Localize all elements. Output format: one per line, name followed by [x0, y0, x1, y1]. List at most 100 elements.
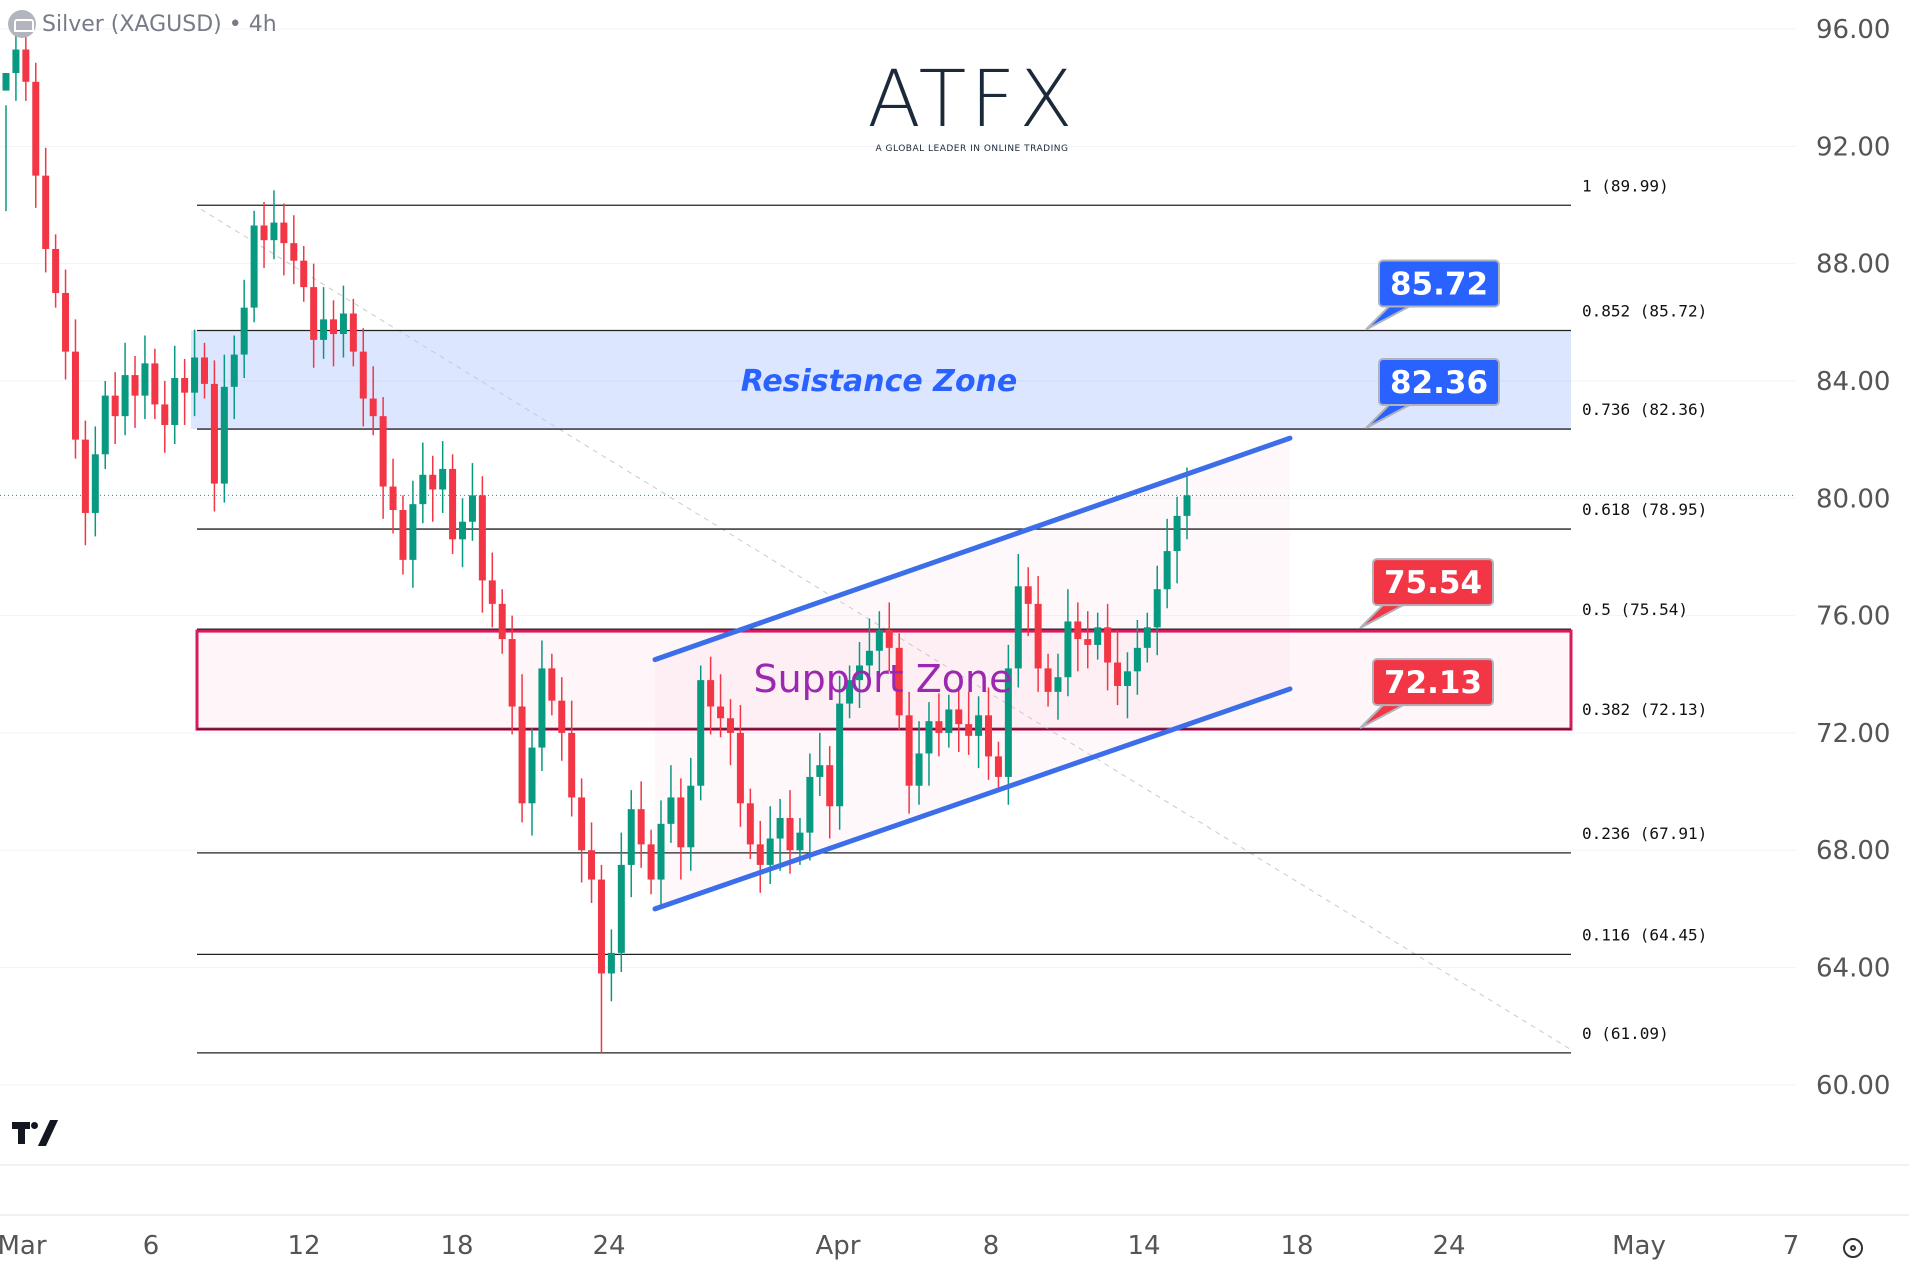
- candle-body: [935, 721, 943, 733]
- callout-label: 75.54: [1384, 565, 1482, 601]
- candle-body: [955, 709, 963, 725]
- fib-level-label: 0.236 (67.91): [1582, 824, 1707, 843]
- candle-body: [409, 504, 417, 560]
- callout-box: [1378, 358, 1500, 407]
- x-tick-label: 24: [592, 1231, 625, 1261]
- candle-body: [459, 521, 467, 540]
- candle-body: [498, 603, 506, 640]
- candle-body: [1024, 586, 1032, 604]
- candle-body: [468, 495, 476, 522]
- settings-icon[interactable]: [1843, 1238, 1863, 1258]
- candle-body: [200, 357, 208, 384]
- candle-body: [429, 474, 437, 490]
- candle-body: [210, 383, 218, 484]
- candle-body: [1074, 621, 1082, 640]
- candle-body: [627, 809, 635, 865]
- x-tick-label: May: [1612, 1231, 1666, 1261]
- y-tick-label: 96.00: [1816, 15, 1890, 45]
- candle-body: [1014, 586, 1022, 669]
- y-tick-label: 92.00: [1816, 132, 1890, 162]
- candle-body: [121, 375, 129, 417]
- y-tick-label: 68.00: [1816, 836, 1890, 866]
- tradingview-logo-icon[interactable]: [12, 1120, 59, 1146]
- silver-bars-icon: [8, 10, 36, 38]
- candle-body: [419, 474, 427, 505]
- candle-body: [280, 222, 288, 244]
- candle-body: [846, 680, 854, 704]
- tv-logo-slash: [37, 1120, 59, 1146]
- candle-body: [260, 225, 268, 241]
- resistance-zone: [191, 330, 1571, 430]
- x-tick-label: 6: [143, 1231, 160, 1261]
- support-zone: [195, 629, 1573, 731]
- candle-body: [885, 630, 893, 648]
- candle-body: [836, 703, 844, 807]
- candle-body: [1034, 603, 1042, 669]
- candle-body: [1123, 671, 1131, 686]
- candle-body: [439, 468, 447, 490]
- symbol-header[interactable]: Silver (XAGUSD) • 4h: [8, 10, 277, 38]
- candle-body: [111, 395, 119, 417]
- candle-body: [339, 313, 347, 335]
- candle-body: [42, 175, 50, 249]
- y-tick-label: 76.00: [1816, 602, 1890, 632]
- symbol-title: Silver (XAGUSD) • 4h: [42, 11, 277, 37]
- candle-body: [776, 817, 784, 839]
- candle-body: [1153, 589, 1161, 628]
- callout-label: 82.36: [1390, 365, 1488, 401]
- candle-body: [62, 292, 70, 352]
- candle-body: [985, 715, 993, 757]
- candle-body: [52, 248, 60, 293]
- candle-body: [320, 319, 328, 340]
- tv-logo-dot: [31, 1122, 38, 1129]
- y-tick-label: 80.00: [1816, 484, 1890, 514]
- candle-body: [736, 732, 744, 804]
- candle-body: [300, 260, 308, 288]
- candle-body: [230, 354, 238, 387]
- candle-body: [568, 732, 576, 798]
- candle-body: [915, 753, 923, 786]
- candle-body: [578, 797, 586, 851]
- candle-body: [806, 776, 814, 833]
- callout-label: 85.72: [1390, 267, 1488, 303]
- fib-level-label: 0.382 (72.13): [1582, 700, 1707, 719]
- candle-body: [657, 823, 665, 880]
- candle-body: [101, 395, 109, 455]
- resistance-zone-label: Resistance Zone: [741, 364, 1018, 399]
- candle-body: [220, 386, 228, 484]
- candle-body: [697, 680, 705, 786]
- candle-body: [1183, 495, 1191, 516]
- candle-body: [905, 715, 913, 786]
- candle-body: [171, 378, 179, 425]
- candle-body: [637, 809, 645, 845]
- fib-level-label: 0.116 (64.45): [1582, 925, 1707, 944]
- candle-body: [1143, 627, 1151, 648]
- candle-body: [875, 630, 883, 651]
- candle-body: [270, 222, 278, 241]
- fib-level-label: 0 (61.09): [1582, 1024, 1669, 1043]
- candle-body: [945, 709, 953, 733]
- candle-body: [826, 765, 834, 807]
- atfx-logo: ATFX A GLOBAL LEADER IN ONLINE TRADING: [822, 60, 1122, 154]
- candle-body: [855, 665, 863, 681]
- candle-body: [1173, 515, 1181, 552]
- callout-box: [1372, 558, 1494, 607]
- callout-box: [1378, 259, 1500, 308]
- x-tick-label: Mar: [0, 1231, 47, 1261]
- candle-body: [756, 844, 764, 865]
- fib-level-label: 0.736 (82.36): [1582, 400, 1707, 419]
- fib-level-label: 0.852 (85.72): [1582, 302, 1707, 321]
- candle-body: [359, 351, 367, 399]
- candle-body: [965, 724, 973, 736]
- x-tick-label: 8: [983, 1231, 1000, 1261]
- candle-body: [667, 797, 675, 824]
- y-tick-label: 72.00: [1816, 719, 1890, 749]
- candle-body: [816, 765, 824, 777]
- channel-upper-line: [652, 435, 1293, 663]
- logo-brand: ATFX: [867, 55, 1077, 145]
- candle-body: [161, 404, 169, 425]
- candle-body: [240, 307, 248, 355]
- candle-body: [707, 680, 715, 707]
- candle-body: [250, 225, 258, 308]
